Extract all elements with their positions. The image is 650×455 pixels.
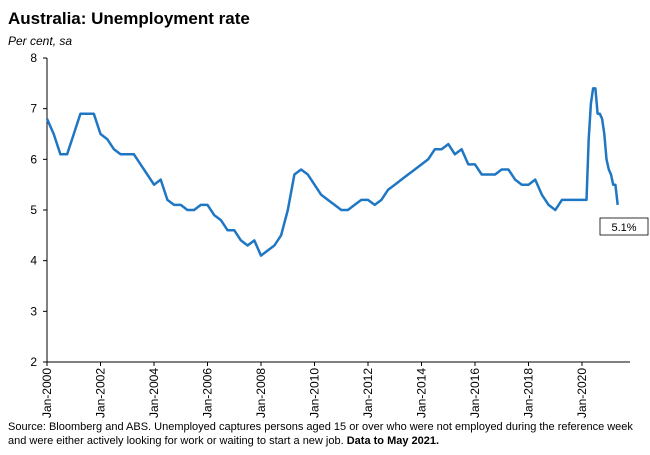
x-tick-label: Jan-2018: [522, 368, 536, 418]
x-tick-label: Jan-2004: [147, 368, 161, 418]
x-tick-label: Jan-2020: [575, 368, 589, 418]
annotation: 5.1%: [611, 222, 636, 234]
x-tick-label: Jan-2014: [415, 368, 429, 418]
source: Source: Bloomberg and ABS. Unemployed ca…: [8, 420, 638, 448]
subtitle: Per cent, sa: [8, 34, 72, 48]
x-tick-label: Jan-2002: [94, 368, 108, 418]
chart-title: Australia: Unemployment rate: [8, 9, 250, 28]
x-tick-label: Jan-2006: [201, 368, 215, 418]
y-tick-label: 2: [30, 355, 37, 369]
y-tick-label: 3: [30, 304, 37, 318]
x-tick-label: Jan-2012: [361, 368, 375, 418]
x-tick-label: Jan-2016: [468, 368, 482, 418]
source-bold: Data to May 2021.: [346, 435, 440, 447]
x-tick-label: Jan-2010: [308, 368, 322, 418]
x-tick-label: Jan-2008: [254, 368, 268, 418]
y-tick-label: 4: [30, 254, 37, 268]
y-tick-label: 7: [30, 102, 37, 116]
source-text: Source: Bloomberg and ABS. Unemployed ca…: [8, 421, 633, 447]
y-tick-label: 6: [30, 152, 37, 166]
line: [45, 87, 619, 257]
x-tick-label: Jan-2000: [40, 368, 54, 418]
y-tick-label: 5: [30, 203, 37, 217]
y-tick-label: 8: [30, 51, 37, 65]
annotation-box: [599, 217, 649, 236]
